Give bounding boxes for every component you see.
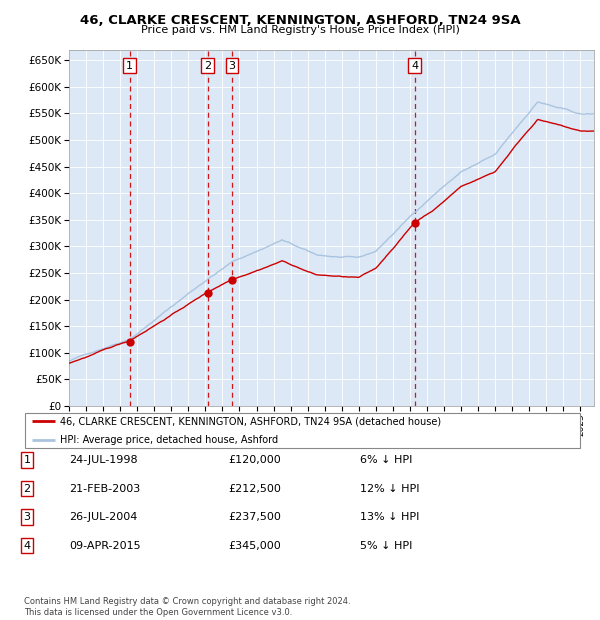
Text: 4: 4	[23, 541, 31, 551]
Text: 21-FEB-2003: 21-FEB-2003	[69, 484, 140, 494]
Text: £212,500: £212,500	[228, 484, 281, 494]
Text: 5% ↓ HPI: 5% ↓ HPI	[360, 541, 412, 551]
Text: 1: 1	[23, 455, 31, 465]
Text: 1: 1	[126, 61, 133, 71]
Text: 3: 3	[23, 512, 31, 522]
Text: 2: 2	[23, 484, 31, 494]
Text: £345,000: £345,000	[228, 541, 281, 551]
Text: 46, CLARKE CRESCENT, KENNINGTON, ASHFORD, TN24 9SA: 46, CLARKE CRESCENT, KENNINGTON, ASHFORD…	[80, 14, 520, 27]
Text: £237,500: £237,500	[228, 512, 281, 522]
Text: HPI: Average price, detached house, Ashford: HPI: Average price, detached house, Ashf…	[60, 435, 278, 445]
Text: 3: 3	[229, 61, 235, 71]
Text: 46, CLARKE CRESCENT, KENNINGTON, ASHFORD, TN24 9SA (detached house): 46, CLARKE CRESCENT, KENNINGTON, ASHFORD…	[60, 417, 442, 427]
FancyBboxPatch shape	[25, 412, 580, 448]
Text: £120,000: £120,000	[228, 455, 281, 465]
Text: 6% ↓ HPI: 6% ↓ HPI	[360, 455, 412, 465]
Text: Price paid vs. HM Land Registry's House Price Index (HPI): Price paid vs. HM Land Registry's House …	[140, 25, 460, 35]
Text: 09-APR-2015: 09-APR-2015	[69, 541, 140, 551]
Text: 24-JUL-1998: 24-JUL-1998	[69, 455, 137, 465]
Text: 2: 2	[204, 61, 211, 71]
Text: 13% ↓ HPI: 13% ↓ HPI	[360, 512, 419, 522]
Text: 26-JUL-2004: 26-JUL-2004	[69, 512, 137, 522]
Text: 12% ↓ HPI: 12% ↓ HPI	[360, 484, 419, 494]
Text: Contains HM Land Registry data © Crown copyright and database right 2024.
This d: Contains HM Land Registry data © Crown c…	[24, 598, 350, 617]
Text: 4: 4	[411, 61, 418, 71]
